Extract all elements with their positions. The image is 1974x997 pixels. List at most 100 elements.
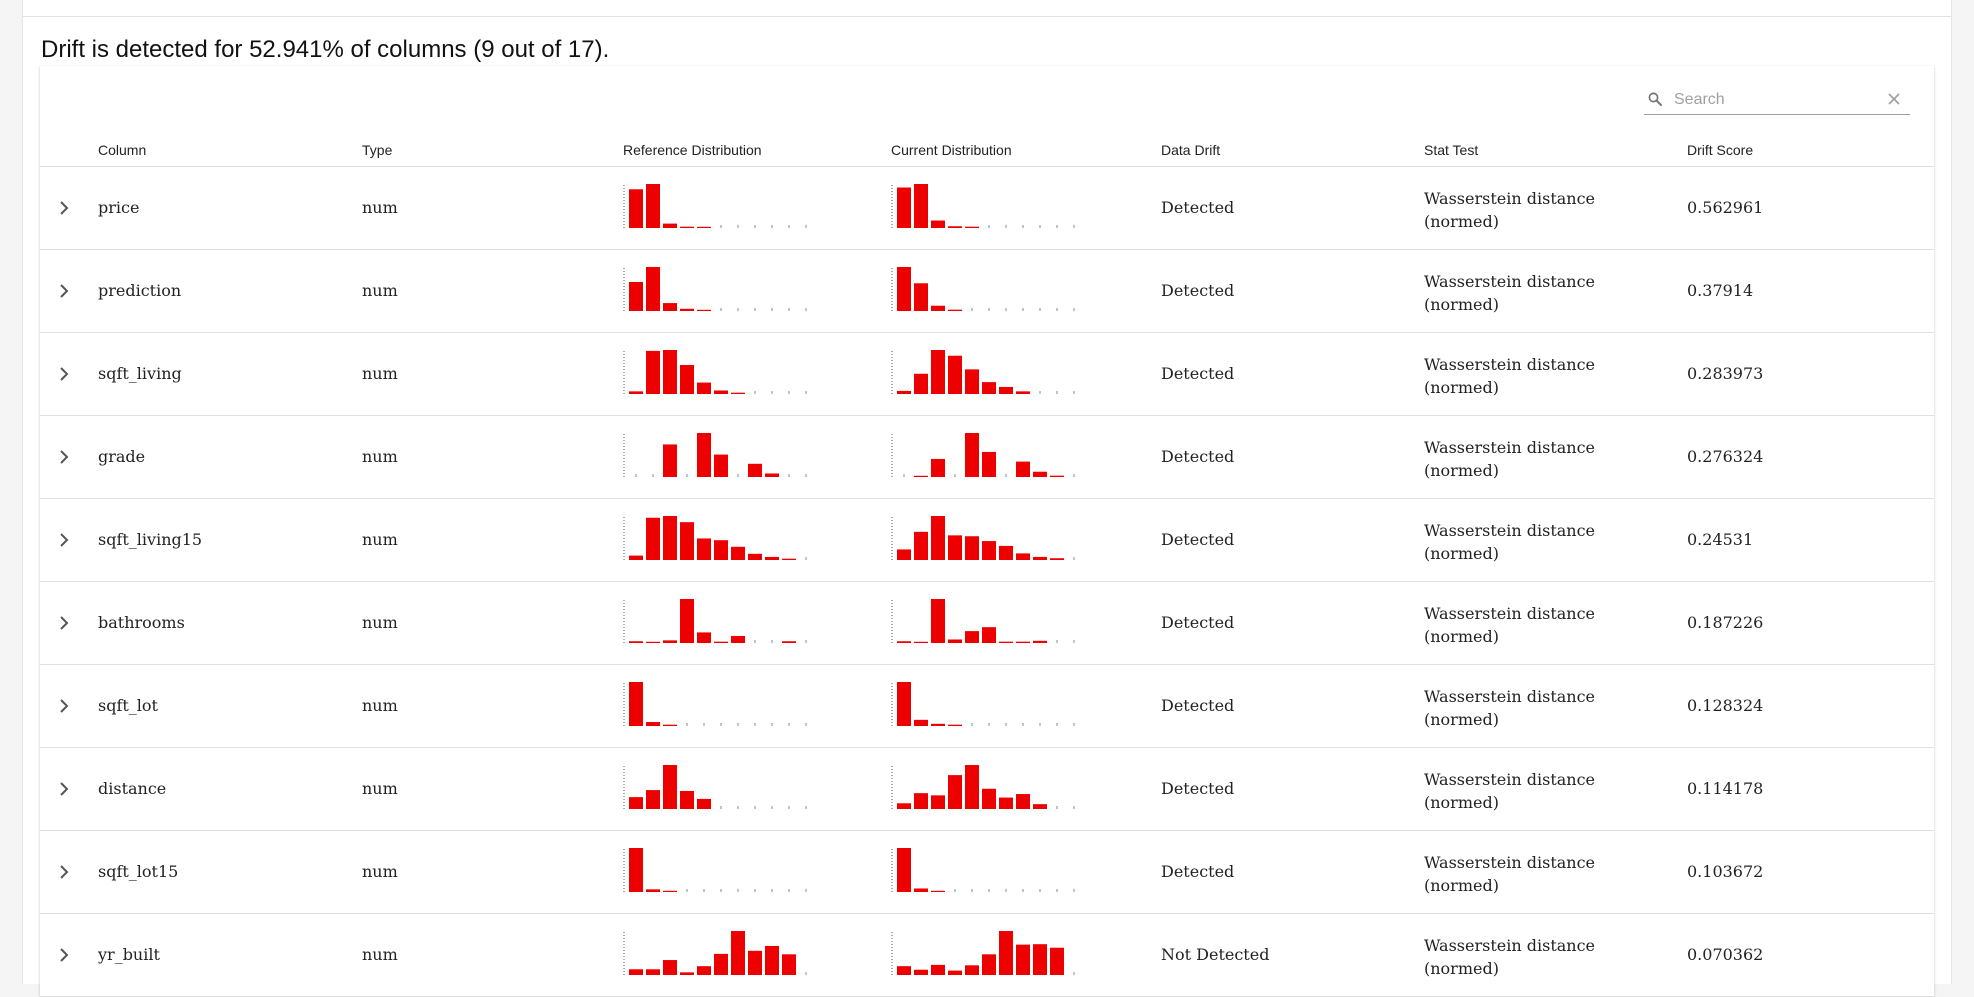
stat-test: Wasserstein distance (normed) [1424,936,1596,978]
hist-empty-tick [1022,723,1024,726]
column-name: yr_built [98,945,160,964]
hist-bar [965,536,979,560]
hist-empty-tick [754,889,756,892]
drift-score: 0.128324 [1687,696,1764,715]
table-row[interactable]: sqft_living num Detected Wasserstein dis… [40,333,1934,416]
table-row[interactable]: yr_built num Not Detected Wasserstein di… [40,914,1934,997]
hist-bar [982,382,996,394]
current-histogram [891,682,1075,726]
hist-bar [897,803,911,809]
chevron-right-icon[interactable] [52,777,76,801]
data-drift-status: Detected [1161,613,1235,632]
hist-bar [897,390,911,394]
table-row[interactable]: grade num Detected Wasserstein distance … [40,416,1934,499]
search-input[interactable] [1672,88,1876,112]
data-drift-status: Detected [1161,530,1235,549]
reference-histogram [623,931,807,975]
chevron-right-icon[interactable] [52,860,76,884]
hist-bar [646,641,660,643]
hist-bar [629,641,643,643]
table-row[interactable]: sqft_lot15 num Detected Wasserstein dist… [40,831,1934,914]
hist-empty-tick [805,972,807,975]
hist-empty-tick [1073,557,1075,560]
chevron-right-icon[interactable] [52,196,76,220]
hist-bar [914,793,928,809]
hist-empty-tick [1005,474,1007,477]
table-row[interactable]: prediction num Detected Wasserstein dist… [40,250,1934,333]
hist-empty-tick [771,640,773,643]
hist-bar [782,641,796,643]
hist-bar [646,790,660,809]
hist-bar [948,535,962,560]
hist-empty-tick [1073,806,1075,809]
hist-empty-tick [1022,308,1024,311]
hist-empty-tick [805,557,807,560]
table-row[interactable]: bathrooms num Detected Wasserstein dista… [40,582,1934,665]
chevron-right-icon[interactable] [52,611,76,635]
hist-empty-tick [1005,723,1007,726]
column-header-reference[interactable]: Reference Distribution [623,142,762,158]
hist-empty-tick [720,889,722,892]
hist-bar [948,226,962,228]
reference-distribution [623,432,813,482]
hist-empty-tick [805,225,807,228]
column-header-stat-test[interactable]: Stat Test [1424,142,1479,158]
hist-empty-tick [686,723,688,726]
drift-score: 0.070362 [1687,945,1764,964]
hist-empty-tick [1073,889,1075,892]
hist-empty-tick [754,225,756,228]
data-drift-status: Detected [1161,281,1235,300]
drift-score: 0.562961 [1687,198,1764,217]
column-header-drift-score[interactable]: Drift Score [1687,142,1754,158]
hist-empty-tick [652,474,654,477]
data-drift-status: Not Detected [1161,945,1270,964]
hist-empty-tick [805,889,807,892]
chevron-right-icon[interactable] [52,943,76,967]
table-row[interactable]: distance num Detected Wasserstein distan… [40,748,1934,831]
stat-test: Wasserstein distance (normed) [1424,687,1596,729]
chevron-right-icon[interactable] [52,694,76,718]
hist-empty-tick [737,308,739,311]
table-row[interactable]: price num Detected Wasserstein distance … [40,167,1934,250]
column-header-type[interactable]: Type [362,142,393,158]
drift-score: 0.114178 [1687,779,1764,798]
column-type: num [362,530,398,549]
hist-bar [914,888,928,892]
stat-test: Wasserstein distance (normed) [1424,355,1596,397]
chevron-right-icon[interactable] [52,528,76,552]
hist-empty-tick [1073,225,1075,228]
hist-empty-tick [1005,225,1007,228]
current-distribution [891,349,1081,399]
chevron-right-icon[interactable] [52,445,76,469]
hist-bar [897,966,911,975]
column-header-column[interactable]: Column [98,142,147,158]
hist-bar [663,960,677,975]
column-header-current[interactable]: Current Distribution [891,142,1012,158]
close-icon[interactable] [1886,91,1902,107]
hist-empty-tick [686,889,688,892]
hist-bar [663,516,677,560]
reference-histogram [623,516,807,560]
column-header-data-drift[interactable]: Data Drift [1161,142,1221,158]
current-histogram [891,931,1075,975]
hist-empty-tick [720,723,722,726]
hist-bar [931,305,945,311]
hist-bar [697,538,711,560]
hist-bar [680,308,694,311]
table-row[interactable]: sqft_living15 num Detected Wasserstein d… [40,499,1934,582]
stat-test: Wasserstein distance (normed) [1424,770,1596,812]
hist-bar [646,969,660,975]
chevron-right-icon[interactable] [52,279,76,303]
hist-bar [731,546,745,560]
drift-table-card: Column Type Reference Distribution Curre… [40,66,1934,997]
hist-bar [914,969,928,975]
chevron-right-icon[interactable] [52,362,76,386]
table-row[interactable]: sqft_lot num Detected Wasserstein distan… [40,665,1934,748]
hist-bar [897,641,911,643]
hist-bar [965,765,979,809]
current-distribution [891,266,1081,316]
hist-bar [965,226,979,228]
column-name: grade [98,447,146,466]
hist-bar [999,545,1013,560]
hist-bar [646,517,660,560]
